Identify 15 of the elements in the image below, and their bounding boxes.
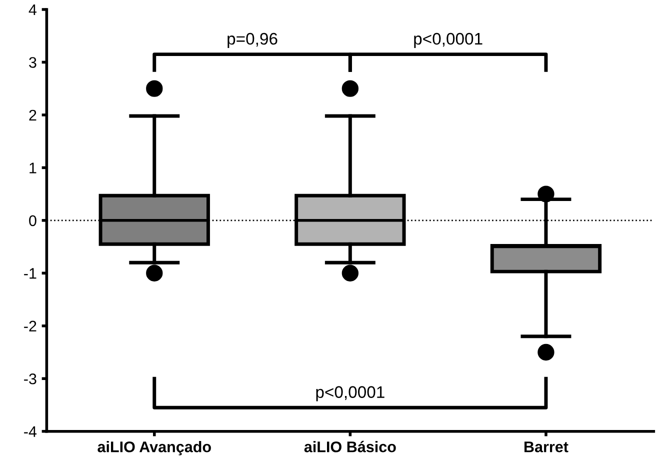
y-tick-label: 4 xyxy=(28,4,37,16)
y-tick-label: 0 xyxy=(29,215,36,226)
y-tick-label: 1 xyxy=(30,162,36,174)
x-tick-label: aiLIO Avançado xyxy=(98,441,211,456)
annotation: p<0,0001 xyxy=(316,386,384,402)
y-tick-label: 3 xyxy=(29,57,36,68)
y-tick-label: -2 xyxy=(24,320,36,332)
y-tick-label: -3 xyxy=(24,373,36,384)
x-tick-label: aiLIO Básico xyxy=(304,440,396,452)
annotation: p<0,0001 xyxy=(414,32,482,48)
x-tick-label: Barret xyxy=(524,442,568,452)
y-tick-label: -4 xyxy=(24,426,37,437)
y-tick-label: 2 xyxy=(29,110,36,120)
y-tick-label: -1 xyxy=(24,268,36,279)
annotation: p=0,96 xyxy=(228,32,278,48)
